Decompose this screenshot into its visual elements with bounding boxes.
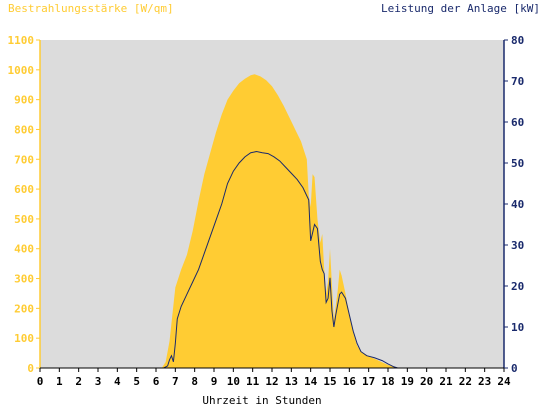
left-tick-label: 800 (14, 123, 34, 136)
x-tick-label: 22 (459, 375, 472, 388)
right-axis-title: Leistung der Anlage [kW] (381, 2, 540, 15)
left-tick-label: 900 (14, 94, 34, 107)
left-tick-label: 1000 (8, 64, 35, 77)
x-tick-label: 3 (95, 375, 102, 388)
left-axis-ticks: 0 100 200 300 400 500 600 700 800 900 1000 1100 (8, 34, 40, 375)
left-tick-label: 1100 (8, 34, 35, 47)
x-tick-label: 16 (343, 375, 357, 388)
x-tick-label: 10 (227, 375, 240, 388)
x-tick-label: 15 (323, 375, 336, 388)
right-tick-label: 70 (511, 75, 524, 88)
right-tick-label: 10 (511, 321, 524, 334)
right-tick-label: 50 (511, 157, 524, 170)
x-tick-label: 18 (381, 375, 394, 388)
x-axis-title: Uhrzeit in Stunden (202, 394, 321, 407)
right-tick-label: 80 (511, 34, 524, 47)
x-tick-label: 9 (211, 375, 218, 388)
x-tick-label: 4 (114, 375, 121, 388)
x-tick-label: 19 (401, 375, 414, 388)
left-tick-label: 100 (14, 332, 34, 345)
right-tick-label: 30 (511, 239, 524, 252)
x-tick-label: 13 (285, 375, 298, 388)
x-tick-label: 8 (191, 375, 198, 388)
right-axis-ticks: 0 10 20 30 40 50 60 70 80 (504, 34, 524, 375)
x-tick-label: 20 (420, 375, 433, 388)
left-tick-label: 700 (14, 153, 34, 166)
right-tick-label: 20 (511, 280, 524, 293)
x-tick-label: 17 (362, 375, 375, 388)
x-tick-label: 24 (497, 375, 511, 388)
x-tick-label: 7 (172, 375, 179, 388)
left-tick-label: 500 (14, 213, 34, 226)
x-tick-label: 6 (153, 375, 160, 388)
right-tick-label: 60 (511, 116, 524, 129)
power-line (40, 151, 504, 369)
x-axis-ticks: 0 1 2 3 4 5 6 7 8 9 10 11 12 13 14 15 16 17 18 19 20 21 22 23 24 (37, 368, 511, 388)
x-tick-label: 12 (265, 375, 278, 388)
left-tick-label: 300 (14, 273, 34, 286)
x-tick-label: 2 (75, 375, 82, 388)
x-tick-label: 11 (246, 375, 260, 388)
left-tick-label: 0 (27, 362, 34, 375)
right-tick-label: 0 (511, 362, 518, 375)
irradiance-area (40, 74, 504, 368)
x-tick-label: 5 (133, 375, 140, 388)
x-tick-label: 14 (304, 375, 318, 388)
x-tick-label: 0 (37, 375, 44, 388)
x-tick-label: 21 (439, 375, 453, 388)
left-axis-title: Bestrahlungsstärke [W/qm] (8, 2, 174, 15)
right-tick-label: 40 (511, 198, 524, 211)
left-tick-label: 600 (14, 183, 34, 196)
left-tick-label: 200 (14, 302, 34, 315)
left-tick-label: 400 (14, 243, 34, 256)
x-tick-label: 23 (478, 375, 491, 388)
x-tick-label: 1 (56, 375, 63, 388)
